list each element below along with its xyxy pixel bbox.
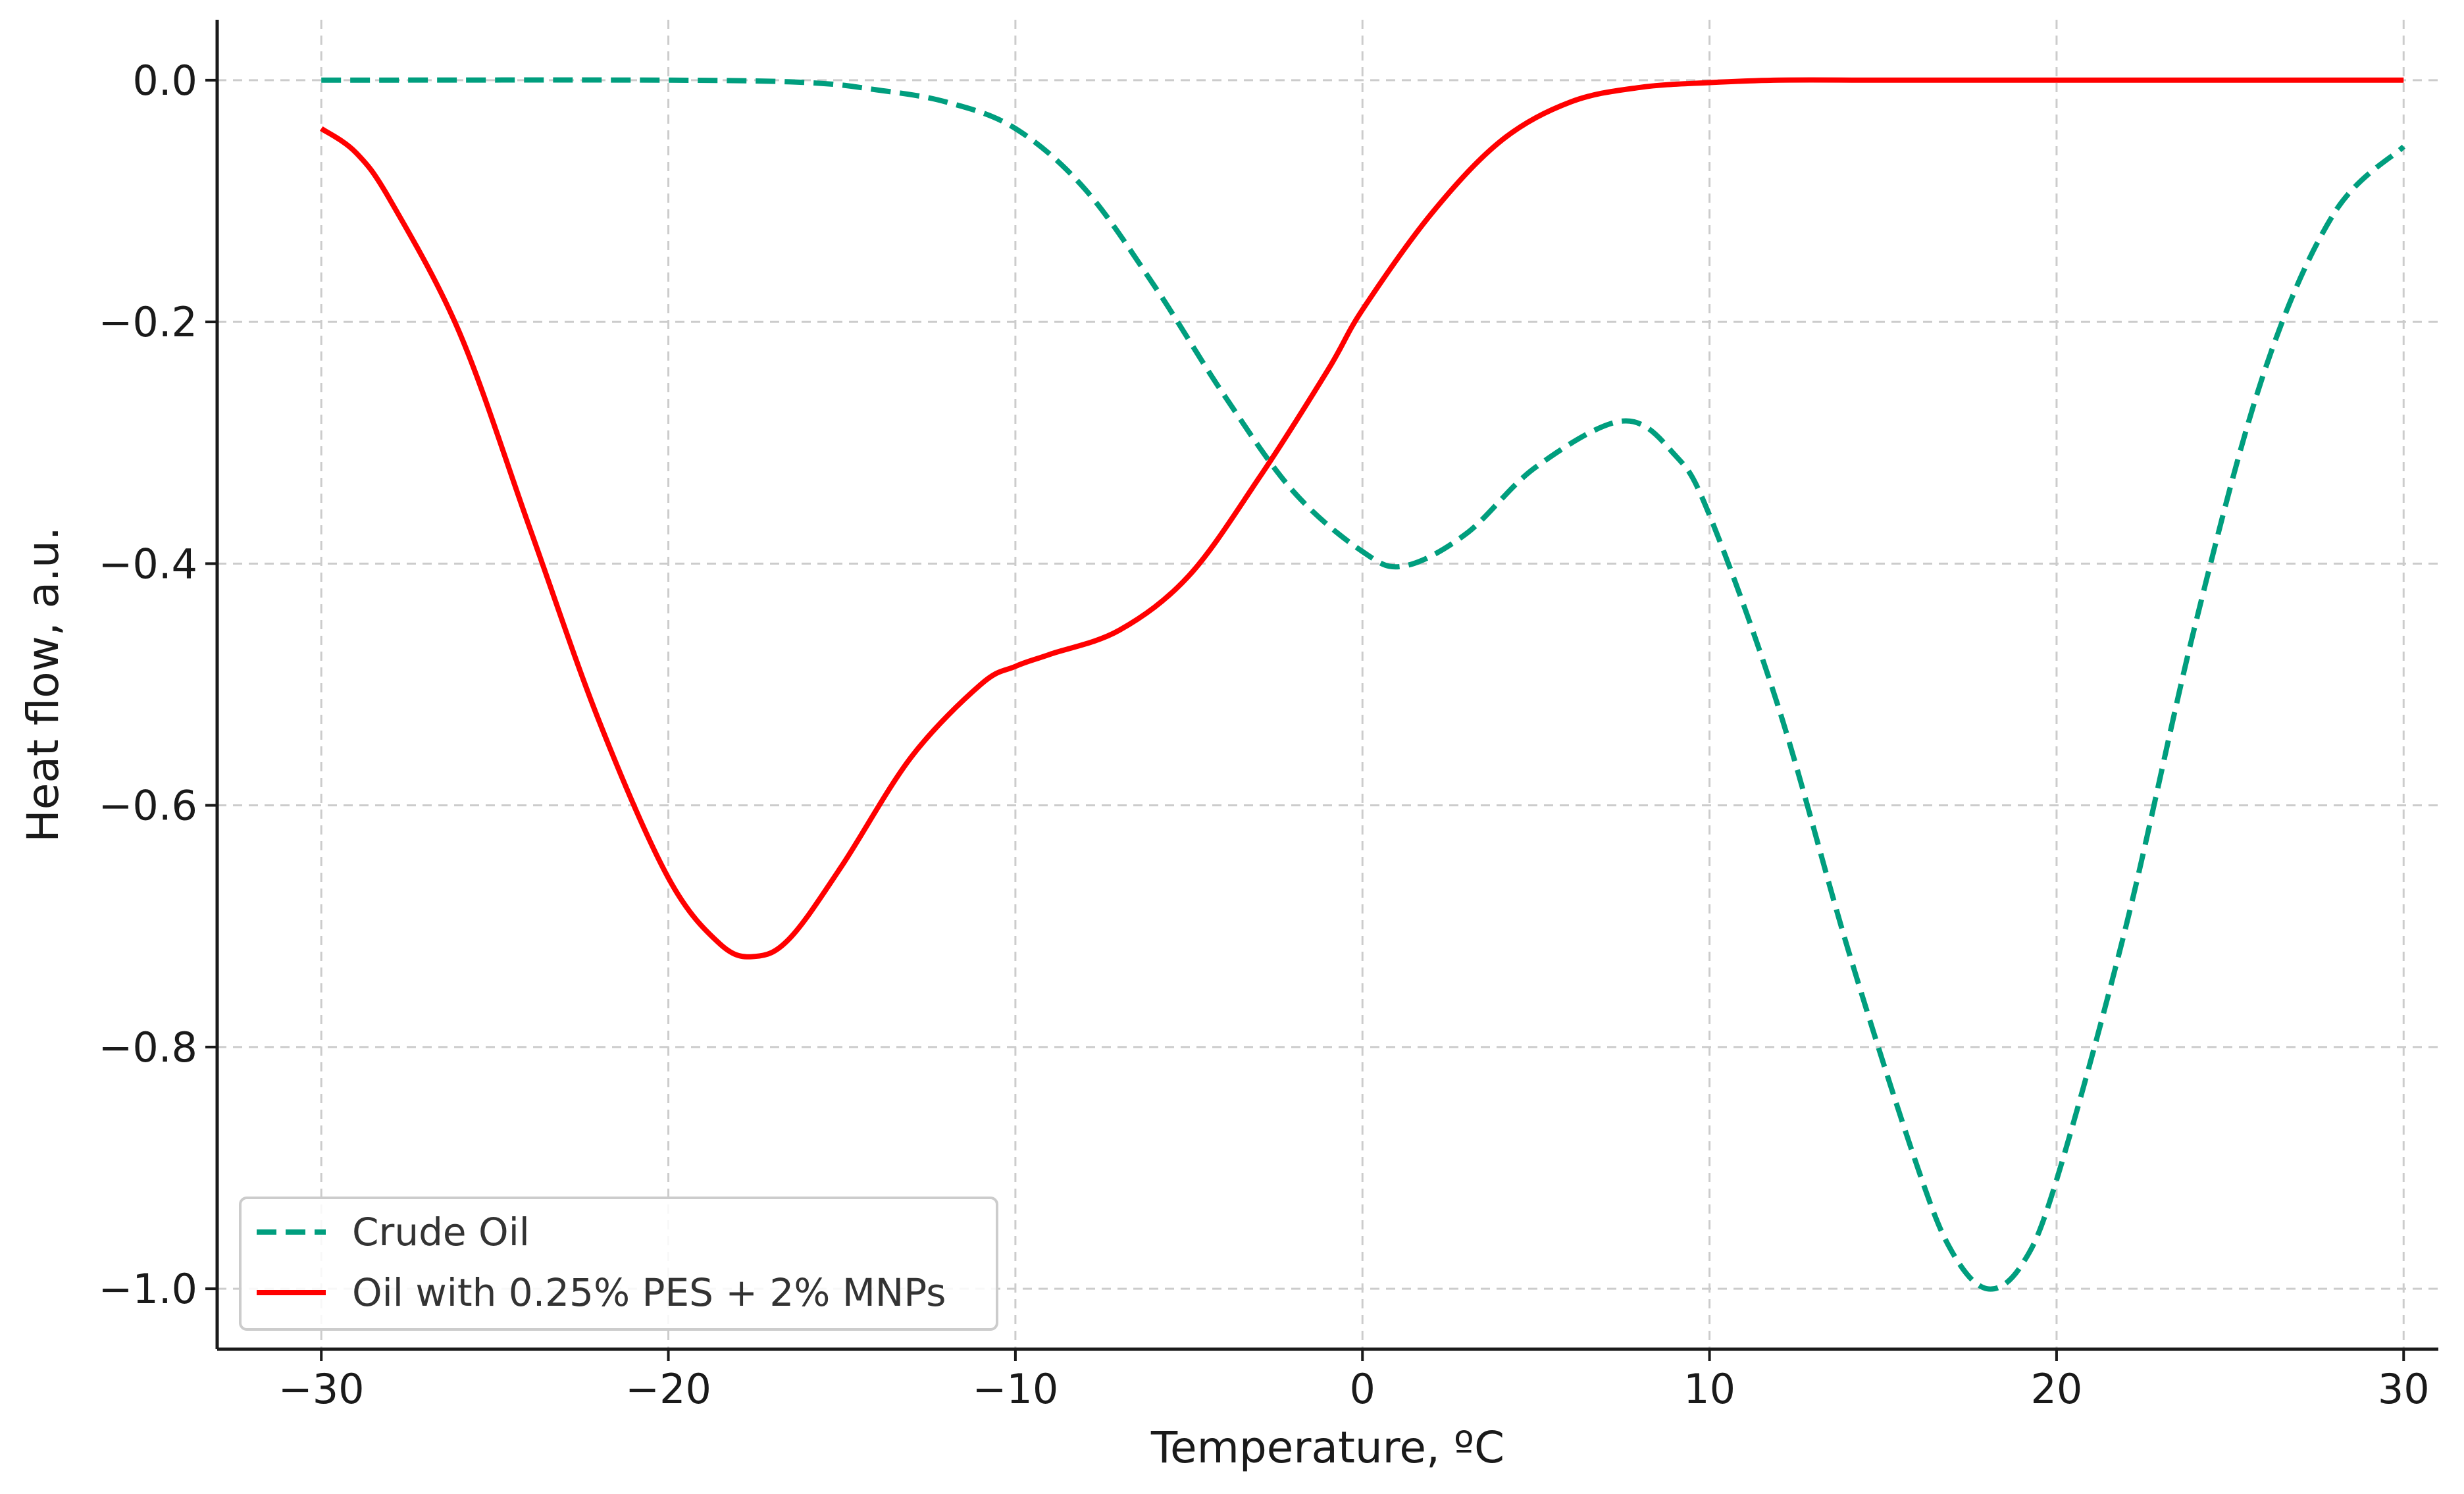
legend-box [239, 1197, 998, 1331]
y-tick-label: −0.2 [98, 298, 197, 346]
x-tick-label: −10 [972, 1365, 1058, 1413]
x-axis-label: Temperature, ºC [1150, 1422, 1504, 1473]
x-tick-label: −30 [278, 1365, 365, 1413]
x-tick-label: −20 [625, 1365, 711, 1413]
y-tick-label: −0.8 [98, 1023, 197, 1071]
series [319, 77, 2406, 1292]
series-line-crude-oil [321, 77, 2406, 1292]
y-axis-label: Heat flow, a.u. [18, 527, 68, 842]
legend: Crude Oil Oil with 0.25% PES + 2% MNPs [239, 1197, 998, 1331]
x-tick-label: 0 [1350, 1365, 1375, 1413]
y-tick-label: −0.6 [98, 782, 197, 830]
y-tick-label: −0.4 [98, 540, 197, 588]
x-tick-label: 20 [2030, 1365, 2082, 1413]
ticks: −30 −20 −10 0 10 20 30 0.0 −0.2 −0.4 −0.6 −0.8 −1.0 [98, 57, 2429, 1413]
x-tick-label: 10 [1683, 1365, 1735, 1413]
series-line-oil-with-pes-mnps [319, 77, 2404, 960]
axes [215, 20, 2438, 1351]
legend-label: Crude Oil [352, 1210, 530, 1254]
grid [217, 20, 2438, 1349]
y-tick-label: 0.0 [132, 57, 197, 105]
legend-label: Oil with 0.25% PES + 2% MNPs [352, 1270, 946, 1315]
x-tick-label: 30 [2378, 1365, 2430, 1413]
y-tick-label: −1.0 [98, 1265, 197, 1313]
